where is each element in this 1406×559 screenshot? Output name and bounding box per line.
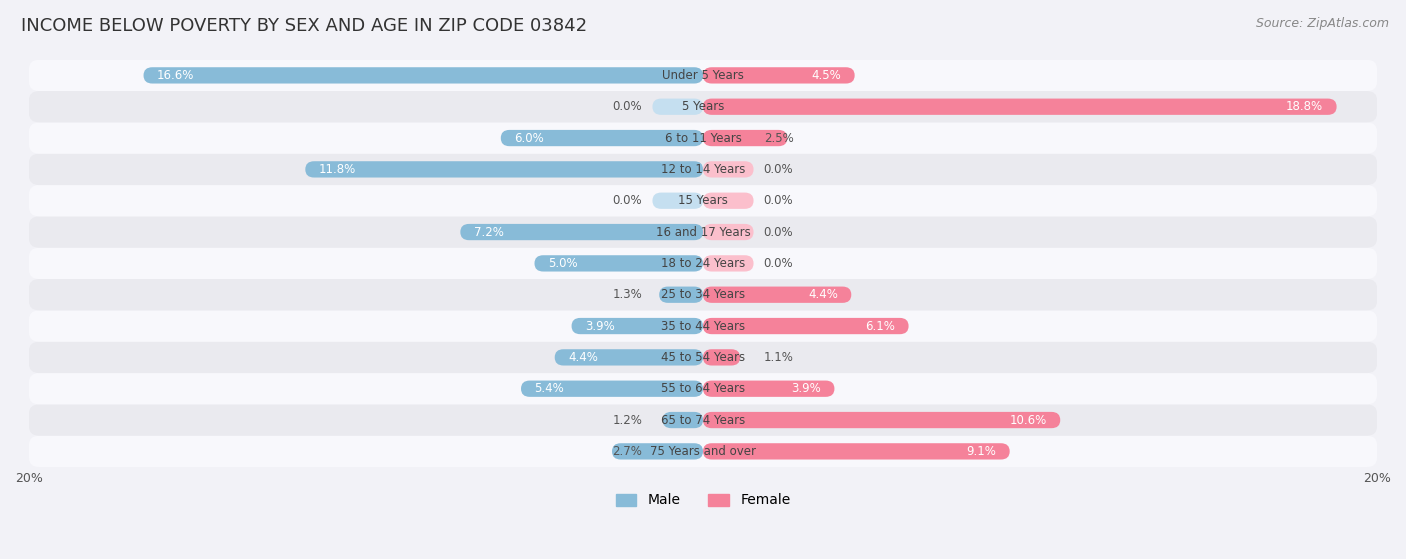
Text: 3.9%: 3.9% [585,320,614,333]
FancyBboxPatch shape [703,192,754,209]
Text: 45 to 54 Years: 45 to 54 Years [661,351,745,364]
Text: 0.0%: 0.0% [763,225,793,239]
FancyBboxPatch shape [652,98,703,115]
Text: 5.4%: 5.4% [534,382,564,395]
Text: Under 5 Years: Under 5 Years [662,69,744,82]
FancyBboxPatch shape [612,443,703,459]
FancyBboxPatch shape [703,98,1337,115]
Text: 9.1%: 9.1% [966,445,997,458]
Text: 2.7%: 2.7% [613,445,643,458]
FancyBboxPatch shape [30,91,1376,122]
FancyBboxPatch shape [30,342,1376,373]
FancyBboxPatch shape [30,373,1376,404]
Text: 0.0%: 0.0% [613,100,643,113]
Text: 7.2%: 7.2% [474,225,503,239]
FancyBboxPatch shape [460,224,703,240]
Text: 12 to 14 Years: 12 to 14 Years [661,163,745,176]
FancyBboxPatch shape [555,349,703,366]
Text: 18 to 24 Years: 18 to 24 Years [661,257,745,270]
FancyBboxPatch shape [30,216,1376,248]
Legend: Male, Female: Male, Female [610,488,796,513]
FancyBboxPatch shape [703,161,754,178]
FancyBboxPatch shape [30,404,1376,435]
Text: 6.1%: 6.1% [865,320,896,333]
FancyBboxPatch shape [703,443,1010,459]
FancyBboxPatch shape [703,412,1060,428]
Text: 4.4%: 4.4% [568,351,598,364]
Text: 4.4%: 4.4% [808,288,838,301]
FancyBboxPatch shape [30,248,1376,279]
Text: 4.5%: 4.5% [811,69,841,82]
Text: 6 to 11 Years: 6 to 11 Years [665,131,741,145]
FancyBboxPatch shape [30,154,1376,185]
Text: 1.2%: 1.2% [613,414,643,427]
Text: 0.0%: 0.0% [613,194,643,207]
Text: 0.0%: 0.0% [763,163,793,176]
FancyBboxPatch shape [659,287,703,303]
FancyBboxPatch shape [30,279,1376,310]
Text: 16 and 17 Years: 16 and 17 Years [655,225,751,239]
Text: 11.8%: 11.8% [319,163,356,176]
FancyBboxPatch shape [30,310,1376,342]
FancyBboxPatch shape [703,67,855,83]
Text: 2.5%: 2.5% [763,131,793,145]
Text: 16.6%: 16.6% [157,69,194,82]
Text: 65 to 74 Years: 65 to 74 Years [661,414,745,427]
Text: 5.0%: 5.0% [548,257,578,270]
FancyBboxPatch shape [522,381,703,397]
FancyBboxPatch shape [662,412,703,428]
Text: 1.3%: 1.3% [613,288,643,301]
FancyBboxPatch shape [703,130,787,146]
FancyBboxPatch shape [703,287,851,303]
FancyBboxPatch shape [30,60,1376,91]
Text: 0.0%: 0.0% [763,257,793,270]
FancyBboxPatch shape [703,255,754,272]
FancyBboxPatch shape [305,161,703,178]
Text: 6.0%: 6.0% [515,131,544,145]
FancyBboxPatch shape [703,381,834,397]
FancyBboxPatch shape [703,318,908,334]
FancyBboxPatch shape [501,130,703,146]
Text: 0.0%: 0.0% [763,194,793,207]
Text: 10.6%: 10.6% [1010,414,1047,427]
FancyBboxPatch shape [703,349,740,366]
Text: 35 to 44 Years: 35 to 44 Years [661,320,745,333]
Text: 1.1%: 1.1% [763,351,793,364]
Text: 75 Years and over: 75 Years and over [650,445,756,458]
FancyBboxPatch shape [30,122,1376,154]
FancyBboxPatch shape [652,192,703,209]
FancyBboxPatch shape [572,318,703,334]
Text: 55 to 64 Years: 55 to 64 Years [661,382,745,395]
Text: Source: ZipAtlas.com: Source: ZipAtlas.com [1256,17,1389,30]
Text: 15 Years: 15 Years [678,194,728,207]
Text: 25 to 34 Years: 25 to 34 Years [661,288,745,301]
FancyBboxPatch shape [30,185,1376,216]
FancyBboxPatch shape [143,67,703,83]
FancyBboxPatch shape [30,435,1376,467]
FancyBboxPatch shape [534,255,703,272]
Text: INCOME BELOW POVERTY BY SEX AND AGE IN ZIP CODE 03842: INCOME BELOW POVERTY BY SEX AND AGE IN Z… [21,17,588,35]
Text: 3.9%: 3.9% [792,382,821,395]
Text: 5 Years: 5 Years [682,100,724,113]
FancyBboxPatch shape [703,224,754,240]
Text: 18.8%: 18.8% [1286,100,1323,113]
